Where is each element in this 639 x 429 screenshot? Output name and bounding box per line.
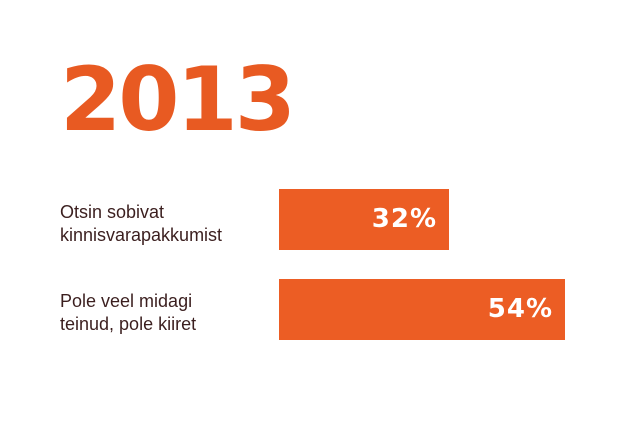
category-label-0-line-2: kinnisvarapakkumist (60, 225, 223, 245)
category-label-0: Otsin sobivat kinnisvarapakkumist (60, 201, 270, 247)
category-label-1-line-1: Pole veel midagi (60, 291, 193, 311)
bar-1-value-label: 54% (487, 294, 553, 324)
chart-title: 2013 (60, 48, 296, 151)
category-label-1: Pole veel midagi teinud, pole kiiret (60, 290, 270, 336)
bar-1: 54% (279, 279, 565, 340)
bar-0-value-label: 32% (371, 204, 437, 234)
category-label-1-line-2: teinud, pole kiiret (60, 314, 197, 334)
bar-0: 32% (279, 189, 449, 250)
category-label-0-line-1: Otsin sobivat (60, 202, 165, 222)
